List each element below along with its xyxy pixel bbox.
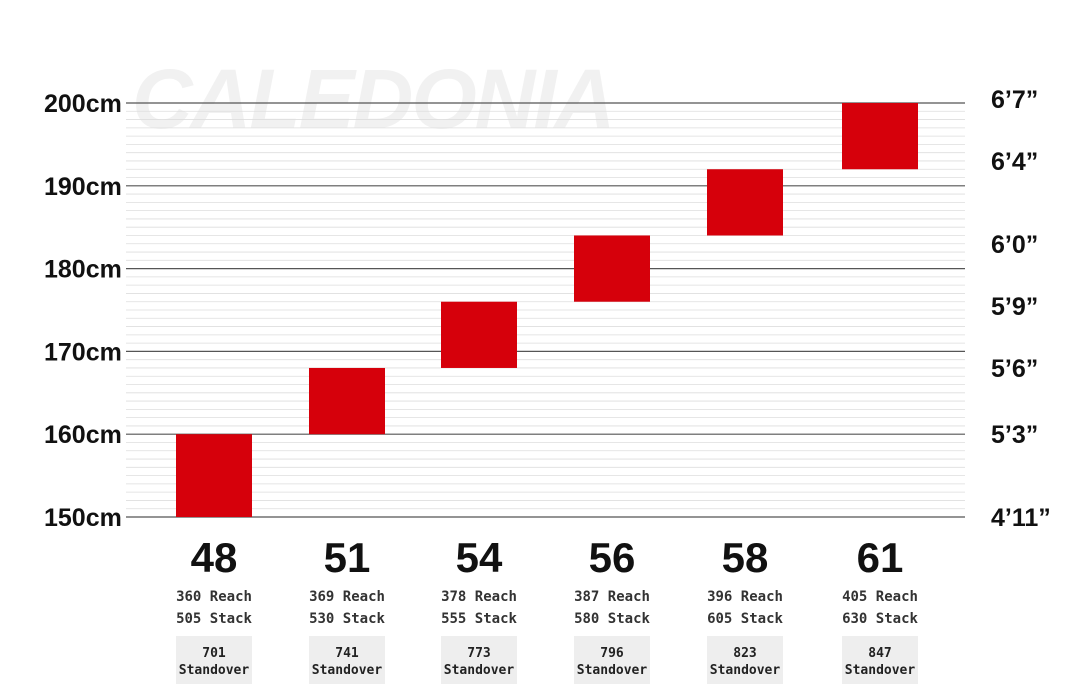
standover-box	[309, 636, 385, 684]
standover-box	[176, 636, 252, 684]
y-tick-right: 4’11”	[991, 504, 1051, 532]
reach-value: 378 Reach	[441, 589, 517, 605]
size-column-61: 61 405 Reach 630 Stack 847 Standover	[842, 534, 919, 684]
standover-value: 741	[335, 646, 359, 661]
frame-size-label: 54	[456, 534, 503, 581]
range-bar-51	[309, 367, 385, 435]
standover-box	[707, 636, 783, 684]
bars	[176, 103, 918, 517]
y-axis-right: 4’11” 5’3” 5’6” 5’9” 6’0” 6’4” 6’7”	[991, 86, 1051, 532]
stack-value: 580 Stack	[574, 611, 650, 627]
y-tick-left: 180cm	[44, 256, 122, 284]
reach-value: 360 Reach	[176, 589, 252, 605]
y-tick-left: 150cm	[44, 504, 122, 532]
reach-value: 405 Reach	[842, 589, 918, 605]
range-bar-61	[842, 103, 918, 170]
standover-value: 773	[467, 646, 490, 661]
stack-value: 605 Stack	[707, 611, 783, 627]
y-tick-left: 160cm	[44, 421, 122, 449]
y-tick-left: 200cm	[44, 90, 122, 118]
standover-label: Standover	[845, 663, 916, 678]
y-tick-right: 5’9”	[991, 293, 1038, 321]
standover-box	[441, 636, 517, 684]
y-tick-right: 5’6”	[991, 355, 1038, 383]
range-bar-56	[574, 235, 650, 302]
standover-value: 701	[202, 646, 226, 661]
stack-value: 505 Stack	[176, 611, 252, 627]
range-bar-48	[176, 434, 252, 517]
standover-label: Standover	[710, 663, 781, 678]
grid	[126, 102, 965, 518]
frame-size-label: 56	[589, 534, 636, 581]
standover-label: Standover	[577, 663, 648, 678]
y-tick-right: 6’4”	[991, 148, 1038, 176]
size-column-51: 51 369 Reach 530 Stack 741 Standover	[309, 534, 386, 684]
size-column-54: 54 378 Reach 555 Stack 773 Standover	[441, 534, 518, 684]
standover-label: Standover	[179, 663, 250, 678]
y-tick-right: 6’0”	[991, 231, 1038, 259]
standover-value: 796	[600, 646, 624, 661]
standover-label: Standover	[444, 663, 515, 678]
y-tick-right: 6’7”	[991, 86, 1038, 114]
standover-value: 823	[733, 646, 756, 661]
watermark-logo: CALEDONIA	[132, 52, 613, 146]
reach-value: 396 Reach	[707, 589, 783, 605]
stack-value: 555 Stack	[441, 611, 517, 627]
frame-size-label: 61	[857, 534, 904, 581]
frame-size-label: 58	[722, 534, 769, 581]
stack-value: 630 Stack	[842, 611, 918, 627]
frame-size-label: 48	[191, 534, 238, 581]
range-bar-58	[707, 169, 783, 236]
size-columns: 48 360 Reach 505 Stack 701 Standover 51 369 Re…	[176, 534, 919, 684]
standover-value: 847	[868, 646, 891, 661]
size-column-56: 56 387 Reach 580 Stack 796 Standover	[574, 534, 651, 684]
y-tick-left: 170cm	[44, 338, 122, 366]
size-column-48: 48 360 Reach 505 Stack 701 Standover	[176, 534, 253, 684]
reach-value: 387 Reach	[574, 589, 650, 605]
standover-label: Standover	[312, 663, 383, 678]
standover-box	[574, 636, 650, 684]
y-axis-left: 150cm 160cm 170cm 180cm 190cm 200cm	[44, 90, 122, 532]
frame-size-label: 51	[324, 534, 371, 581]
y-tick-right: 5’3”	[991, 421, 1038, 449]
y-tick-left: 190cm	[44, 173, 122, 201]
standover-box	[842, 636, 918, 684]
size-column-58: 58 396 Reach 605 Stack 823 Standover	[707, 534, 784, 684]
reach-value: 369 Reach	[309, 589, 385, 605]
range-bar-54	[441, 301, 517, 368]
stack-value: 530 Stack	[309, 611, 385, 627]
